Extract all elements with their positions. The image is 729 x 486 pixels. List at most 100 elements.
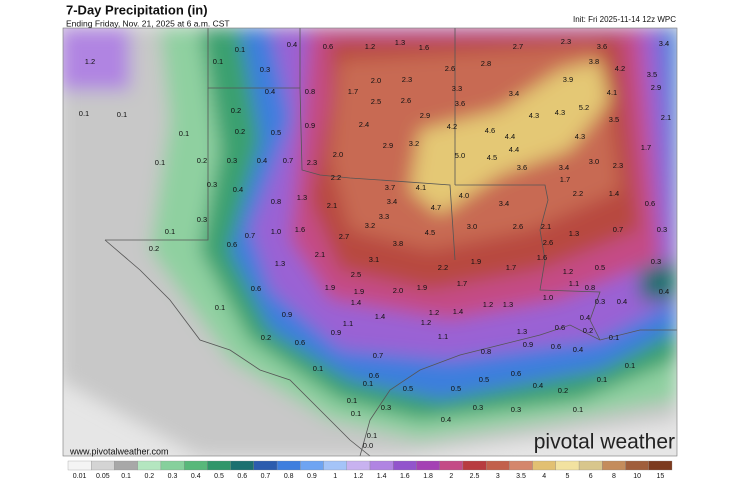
precip-label: 1.7 xyxy=(641,143,651,152)
precip-label: 0.1 xyxy=(165,227,175,236)
precip-label: 2.3 xyxy=(613,161,623,170)
precip-label: 0.4 xyxy=(659,287,669,296)
colorbar-label: 8 xyxy=(612,473,616,480)
precip-label: 2.8 xyxy=(481,59,491,68)
precip-label: 1.6 xyxy=(419,43,429,52)
precip-label: 2.1 xyxy=(315,250,325,259)
precip-label: 4.4 xyxy=(505,132,515,141)
precip-label: 1.3 xyxy=(569,229,579,238)
precip-label: 1.4 xyxy=(609,189,619,198)
precip-label: 0.2 xyxy=(558,386,568,395)
colorbar-swatch xyxy=(625,460,649,471)
precip-label: 0.5 xyxy=(451,384,461,393)
colorbar-swatch xyxy=(439,460,464,471)
precip-label: 1.4 xyxy=(453,307,463,316)
precip-label: 0.6 xyxy=(369,371,379,380)
title: 7-Day Precipitation (in) xyxy=(66,2,208,17)
precip-label: 0.1 xyxy=(79,109,89,118)
precip-label: 0.6 xyxy=(555,323,565,332)
colorbar-swatch xyxy=(276,460,301,471)
colorbar-label: 0.1 xyxy=(121,473,131,480)
precip-label: 2.1 xyxy=(661,113,671,122)
precip-label: 0.6 xyxy=(323,42,333,51)
precip-label: 0.4 xyxy=(533,381,543,390)
precip-label: 2.0 xyxy=(393,286,403,295)
colorbar-swatch xyxy=(602,460,626,471)
colorbar-swatch xyxy=(323,460,347,471)
colorbar-swatch xyxy=(253,460,278,471)
precip-label: 4.5 xyxy=(425,228,435,237)
precip-label: 2.2 xyxy=(573,189,583,198)
precip-label: 4.1 xyxy=(607,88,617,97)
precip-label: 0.6 xyxy=(511,369,521,378)
precip-label: 2.2 xyxy=(331,173,341,182)
precip-label: 0.6 xyxy=(227,240,237,249)
precip-label: 1.9 xyxy=(417,283,427,292)
precip-label: 2.7 xyxy=(513,42,523,51)
precip-label: 0.3 xyxy=(197,215,207,224)
precip-label: 3.8 xyxy=(393,239,403,248)
precip-label: 3.6 xyxy=(455,99,465,108)
precip-label: 0.8 xyxy=(585,283,595,292)
precip-label: 0.2 xyxy=(231,106,241,115)
precip-label: 0.1 xyxy=(215,303,225,312)
colorbar-label: 3.5 xyxy=(516,473,526,480)
precip-label: 0.5 xyxy=(479,375,489,384)
precip-label: 0.1 xyxy=(213,57,223,66)
precip-label: 0.1 xyxy=(117,110,127,119)
precip-label: 3.3 xyxy=(452,84,462,93)
precip-label: 0.1 xyxy=(363,379,373,388)
precip-label: 0.3 xyxy=(473,403,483,412)
precip-label: 0.4 xyxy=(441,415,451,424)
precip-label: 4.3 xyxy=(529,111,539,120)
precip-label: 1.2 xyxy=(421,318,431,327)
precip-label: 1.0 xyxy=(543,293,553,302)
precip-label: 3.6 xyxy=(517,163,527,172)
precip-label: 3.4 xyxy=(509,89,519,98)
precip-label: 2.2 xyxy=(438,263,448,272)
precip-label: 4.7 xyxy=(431,203,441,212)
precip-label: 4.3 xyxy=(575,132,585,141)
precip-label: 3.5 xyxy=(647,70,657,79)
precip-label: 0.2 xyxy=(261,333,271,342)
colorbar-swatch xyxy=(137,460,162,471)
colorbar-label: 0.6 xyxy=(237,473,247,480)
colorbar-swatch xyxy=(578,460,603,471)
precip-label: 0.1 xyxy=(625,361,635,370)
colorbar-label: 2 xyxy=(449,473,453,480)
precip-label: 1.2 xyxy=(429,308,439,317)
precip-label: 4.2 xyxy=(447,122,457,131)
colorbar-label: 2.5 xyxy=(470,473,480,480)
colorbar-label: 0.8 xyxy=(284,473,294,480)
precip-label: 1.9 xyxy=(325,283,335,292)
precip-label: 0.2 xyxy=(149,244,159,253)
init-time: Init: Fri 2025-11-14 12z WPC xyxy=(573,15,676,24)
precip-label: 2.3 xyxy=(561,37,571,46)
precip-label: 3.6 xyxy=(597,42,607,51)
precip-label: 0.7 xyxy=(245,231,255,240)
precip-label: 4.6 xyxy=(485,126,495,135)
colorbar-swatch xyxy=(462,460,487,471)
precip-label: 4.0 xyxy=(459,191,469,200)
precip-label: 3.1 xyxy=(369,255,379,264)
precip-label: 0.2 xyxy=(197,156,207,165)
precip-label: 0.3 xyxy=(511,405,521,414)
map-frame xyxy=(62,27,678,457)
precip-label: 0.5 xyxy=(595,263,605,272)
colorbar-label: 15 xyxy=(656,473,664,480)
precip-label: 0.3 xyxy=(651,257,661,266)
precip-label: 0.1 xyxy=(367,431,377,440)
precip-label: 3.4 xyxy=(659,39,669,48)
colorbar-swatch xyxy=(67,460,92,471)
precip-label: 2.9 xyxy=(383,141,393,150)
precip-label: 4.5 xyxy=(487,153,497,162)
precip-label: 3.7 xyxy=(385,183,395,192)
precip-label: 4.1 xyxy=(416,183,426,192)
precip-label: 5.0 xyxy=(455,151,465,160)
precip-label: 1.7 xyxy=(348,87,358,96)
colorbar-label: 3 xyxy=(496,473,500,480)
precip-label: 0.9 xyxy=(305,121,315,130)
precip-label: 2.0 xyxy=(371,76,381,85)
precip-label: 0.4 xyxy=(287,40,297,49)
